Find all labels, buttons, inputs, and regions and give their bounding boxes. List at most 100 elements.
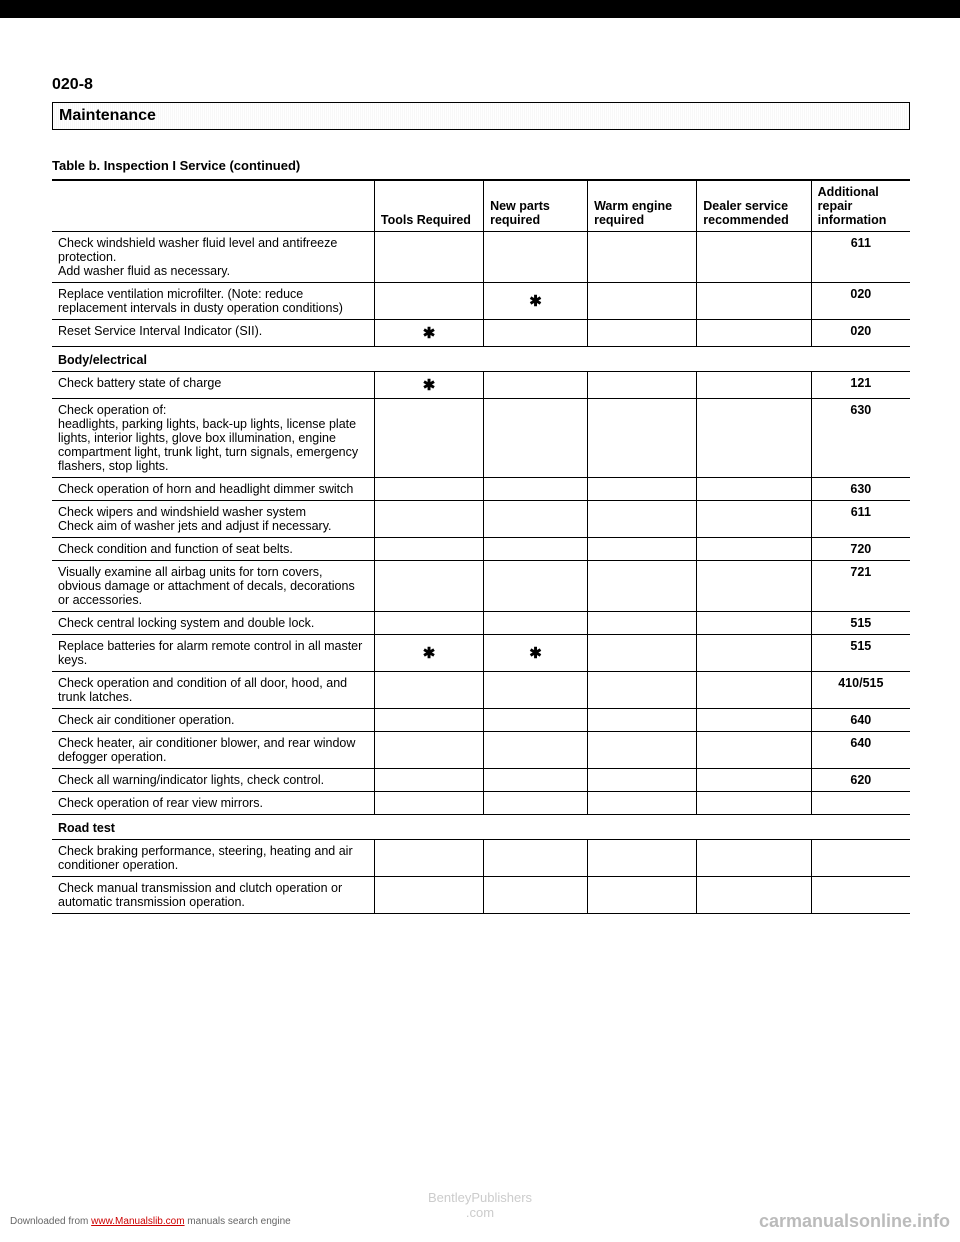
inspection-table: Tools Required New parts required Warm e…	[52, 179, 910, 914]
table-row: Check operation of horn and headlight di…	[52, 478, 910, 501]
cell-tools	[374, 840, 483, 877]
cell-info: 020	[811, 320, 910, 347]
header-warm: Warm engine required	[588, 180, 697, 232]
cell-info: 640	[811, 709, 910, 732]
cell-warm	[588, 478, 697, 501]
cell-info: 640	[811, 732, 910, 769]
cell-info: 515	[811, 612, 910, 635]
cell-parts: ✱	[484, 283, 588, 320]
cell-parts	[484, 538, 588, 561]
page-number: 020-8	[52, 76, 910, 94]
top-black-bar	[0, 0, 960, 18]
cell-dealer	[697, 372, 811, 399]
cell-warm	[588, 232, 697, 283]
cell-desc: Check heater, air conditioner blower, an…	[52, 732, 374, 769]
cell-tools	[374, 399, 483, 478]
cell-warm	[588, 501, 697, 538]
cell-tools	[374, 877, 483, 914]
cell-warm	[588, 283, 697, 320]
cell-parts	[484, 732, 588, 769]
table-row: Replace ventilation microfilter. (Note: …	[52, 283, 910, 320]
header-row: Tools Required New parts required Warm e…	[52, 180, 910, 232]
cell-dealer	[697, 877, 811, 914]
cell-desc: Check windshield washer fluid level and …	[52, 232, 374, 283]
table-row: Check braking performance, steering, hea…	[52, 840, 910, 877]
cell-parts	[484, 372, 588, 399]
cell-desc: Check air conditioner operation.	[52, 709, 374, 732]
cell-info: 630	[811, 399, 910, 478]
cell-desc: Check operation of horn and headlight di…	[52, 478, 374, 501]
cell-tools: ✱	[374, 372, 483, 399]
cell-parts	[484, 672, 588, 709]
table-row: Reset Service Interval Indicator (SII).✱…	[52, 320, 910, 347]
header-info: Additional repair information	[811, 180, 910, 232]
cell-warm	[588, 877, 697, 914]
cell-dealer	[697, 561, 811, 612]
table-body: Check windshield washer fluid level and …	[52, 232, 910, 914]
cell-warm	[588, 672, 697, 709]
cell-parts	[484, 478, 588, 501]
cell-desc: Check braking performance, steering, hea…	[52, 840, 374, 877]
cell-info	[811, 877, 910, 914]
cell-warm	[588, 320, 697, 347]
table-row: Check operation of rear view mirrors.	[52, 792, 910, 815]
cell-parts	[484, 561, 588, 612]
table-row: Check central locking system and double …	[52, 612, 910, 635]
watermark-line1: BentleyPublishers	[428, 1190, 532, 1205]
cell-dealer	[697, 232, 811, 283]
cell-tools	[374, 732, 483, 769]
cell-dealer	[697, 792, 811, 815]
footer-left-prefix: Downloaded from	[10, 1216, 91, 1227]
cell-tools	[374, 792, 483, 815]
cell-info: 121	[811, 372, 910, 399]
cell-info	[811, 792, 910, 815]
header-desc	[52, 180, 374, 232]
cell-desc: Check battery state of charge	[52, 372, 374, 399]
cell-warm	[588, 709, 697, 732]
section-header-cell: Road test	[52, 815, 910, 840]
section-header-cell: Body/electrical	[52, 347, 910, 372]
header-dealer: Dealer service recommended	[697, 180, 811, 232]
table-row: Check operation and condition of all doo…	[52, 672, 910, 709]
cell-desc: Check wipers and windshield washer syste…	[52, 501, 374, 538]
footer-right: carmanualsonline.info	[759, 1211, 950, 1232]
table-row: Check windshield washer fluid level and …	[52, 232, 910, 283]
cell-dealer	[697, 538, 811, 561]
cell-dealer	[697, 283, 811, 320]
table-row: Check manual transmission and clutch ope…	[52, 877, 910, 914]
footer-left-suffix: manuals search engine	[185, 1216, 291, 1227]
cell-desc: Check condition and function of seat bel…	[52, 538, 374, 561]
cell-warm	[588, 635, 697, 672]
cell-parts	[484, 769, 588, 792]
table-row: Check battery state of charge✱ 121	[52, 372, 910, 399]
footer-link[interactable]: www.Manualslib.com	[91, 1216, 184, 1227]
cell-warm	[588, 538, 697, 561]
cell-info: 611	[811, 501, 910, 538]
header-parts: New parts required	[484, 180, 588, 232]
cell-tools	[374, 769, 483, 792]
cell-info: 020	[811, 283, 910, 320]
cell-parts	[484, 877, 588, 914]
header-tools: Tools Required	[374, 180, 483, 232]
cell-desc: Replace batteries for alarm remote contr…	[52, 635, 374, 672]
table-row: Body/electrical	[52, 347, 910, 372]
cell-tools: ✱	[374, 635, 483, 672]
cell-desc: Check all warning/indicator lights, chec…	[52, 769, 374, 792]
cell-dealer	[697, 732, 811, 769]
cell-desc: Check central locking system and double …	[52, 612, 374, 635]
cell-tools	[374, 612, 483, 635]
cell-tools	[374, 478, 483, 501]
cell-desc: Check operation of rear view mirrors.	[52, 792, 374, 815]
page-footer: Downloaded from www.Manualslib.com manua…	[0, 1211, 960, 1232]
cell-desc: Check operation and condition of all doo…	[52, 672, 374, 709]
cell-parts	[484, 840, 588, 877]
footer-left: Downloaded from www.Manualslib.com manua…	[10, 1216, 291, 1227]
cell-warm	[588, 372, 697, 399]
cell-dealer	[697, 399, 811, 478]
cell-warm	[588, 732, 697, 769]
cell-parts	[484, 612, 588, 635]
cell-info: 611	[811, 232, 910, 283]
cell-tools	[374, 561, 483, 612]
cell-dealer	[697, 320, 811, 347]
page-container: 020-8 Maintenance Table b. Inspection I …	[0, 0, 960, 1242]
